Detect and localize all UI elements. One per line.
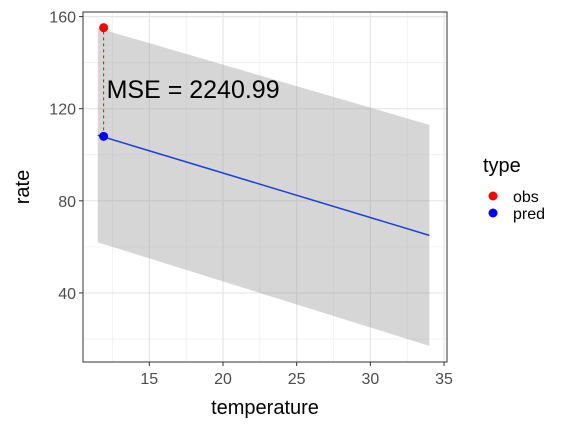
plot-panel [83,12,447,362]
prediction-line [97,134,430,237]
minor-grid [83,12,447,362]
y-tick-label: 160 [49,10,76,27]
plot-border [82,11,448,363]
obs-point [99,23,109,33]
y-tick-label: 80 [58,194,76,211]
y-axis-title: rate [12,170,34,204]
legend-key-obs [488,191,498,201]
x-axis: 15 20 25 30 35 [140,362,453,388]
line-layer [97,27,430,237]
legend-label-pred: pred [513,206,545,223]
major-grid [83,12,447,362]
point-layer [99,23,109,141]
y-tick-label: 40 [58,286,76,303]
x-tick-label: 35 [435,371,453,388]
x-tick-label: 20 [214,371,232,388]
mse-annotation: MSE = 2240.99 [107,76,280,104]
x-tick-label: 25 [288,371,306,388]
legend-label-obs: obs [513,189,539,206]
legend-title: type [483,155,521,177]
x-tick-label: 15 [140,371,158,388]
x-axis-title: temperature [211,397,319,419]
confidence-ribbon [97,28,430,346]
pred-point [99,131,109,141]
legend-key-pred [488,208,498,218]
x-tick-label: 30 [361,371,379,388]
ribbon-layer [97,28,430,346]
y-axis: 40 80 120 160 [49,10,83,303]
y-tick-label: 120 [49,102,76,119]
